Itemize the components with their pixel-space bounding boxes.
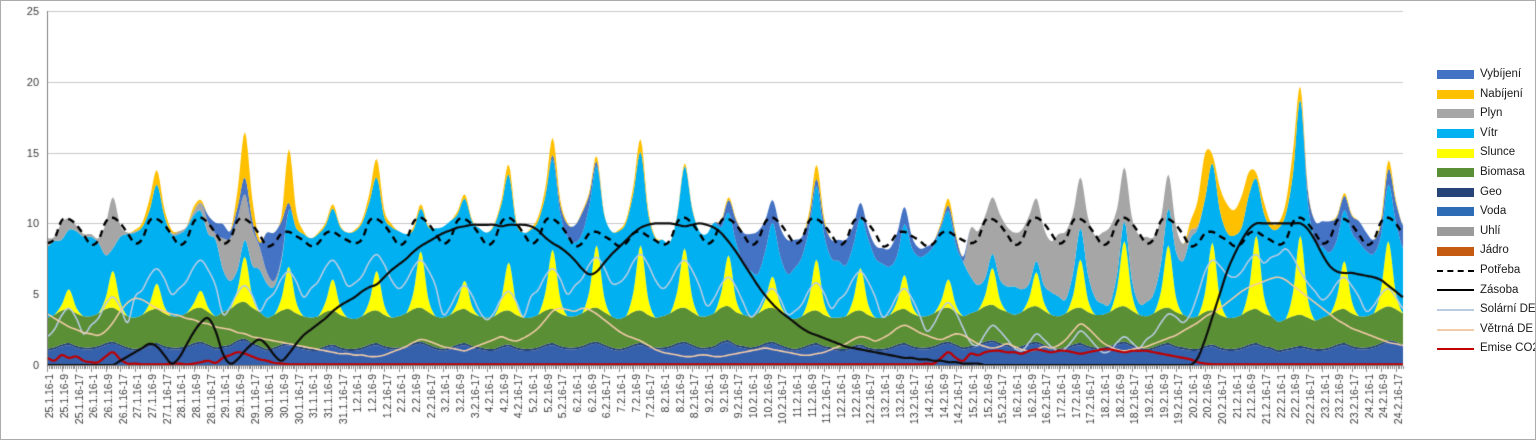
legend-item-vybijeni[interactable]: Vybíjení — [1437, 65, 1533, 85]
legend-label: Biomasa — [1480, 166, 1525, 179]
legend-swatch-icon — [1437, 187, 1474, 197]
legend-label: Uhlí — [1480, 224, 1501, 237]
legend-item-nabijeni[interactable]: Nabíjení — [1437, 85, 1533, 105]
chart-canvas — [1, 1, 1421, 439]
legend-label: Zásoba — [1480, 283, 1519, 296]
legend-item-uhli[interactable]: Uhlí — [1437, 222, 1533, 242]
legend-label: Geo — [1480, 185, 1502, 198]
legend-item-biomasa[interactable]: Biomasa — [1437, 163, 1533, 183]
legend-swatch-icon — [1437, 168, 1474, 178]
legend-swatch-icon — [1437, 348, 1474, 351]
legend-swatch-icon — [1437, 269, 1474, 272]
legend-label: Potřeba — [1480, 263, 1521, 276]
legend-item-jadro[interactable]: Jádro — [1437, 241, 1533, 261]
legend-item-zasoba[interactable]: Zásoba — [1437, 281, 1533, 301]
legend-label: Vítr — [1480, 126, 1498, 139]
legend-swatch-icon — [1437, 129, 1474, 139]
legend-swatch-icon — [1437, 227, 1474, 237]
legend-label: Solární DE — [1480, 303, 1536, 316]
legend-item-potreba[interactable]: Potřeba — [1437, 261, 1533, 281]
legend-item-slunce[interactable]: Slunce — [1437, 143, 1533, 163]
legend-item-plyn[interactable]: Plyn — [1437, 104, 1533, 124]
legend-item-solarni-de[interactable]: Solární DE — [1437, 300, 1536, 320]
legend-swatch-icon — [1437, 289, 1474, 292]
legend-swatch-icon — [1437, 148, 1474, 158]
legend-swatch-icon — [1437, 207, 1474, 217]
legend-label: Jádro — [1480, 244, 1509, 257]
legend-swatch-icon — [1437, 70, 1474, 80]
legend-swatch-icon — [1437, 89, 1474, 99]
legend-swatch-icon — [1437, 109, 1474, 119]
chart-legend: Vybíjení Nabíjení Plyn Vítr Slunce Biomasa Geo… — [1437, 65, 1536, 359]
legend-label: Voda — [1480, 205, 1507, 218]
legend-swatch-icon — [1437, 328, 1474, 331]
legend-label: Vybíjení — [1480, 68, 1522, 81]
legend-item-vitr[interactable]: Vítr — [1437, 124, 1533, 144]
legend-item-geo[interactable]: Geo — [1437, 183, 1533, 203]
legend-label: Plyn — [1480, 107, 1503, 120]
legend-swatch-icon — [1437, 308, 1474, 311]
legend-label: Emise CO2 — [1480, 342, 1536, 355]
legend-label: Větrná DE — [1480, 322, 1534, 335]
legend-label: Slunce — [1480, 146, 1516, 159]
legend-item-emise-co2[interactable]: Emise CO2 — [1437, 339, 1536, 359]
legend-item-voda[interactable]: Voda — [1437, 202, 1533, 222]
legend-swatch-icon — [1437, 246, 1474, 256]
legend-label: Nabíjení — [1480, 87, 1523, 100]
legend-item-vetrna-de[interactable]: Větrná DE — [1437, 320, 1533, 340]
